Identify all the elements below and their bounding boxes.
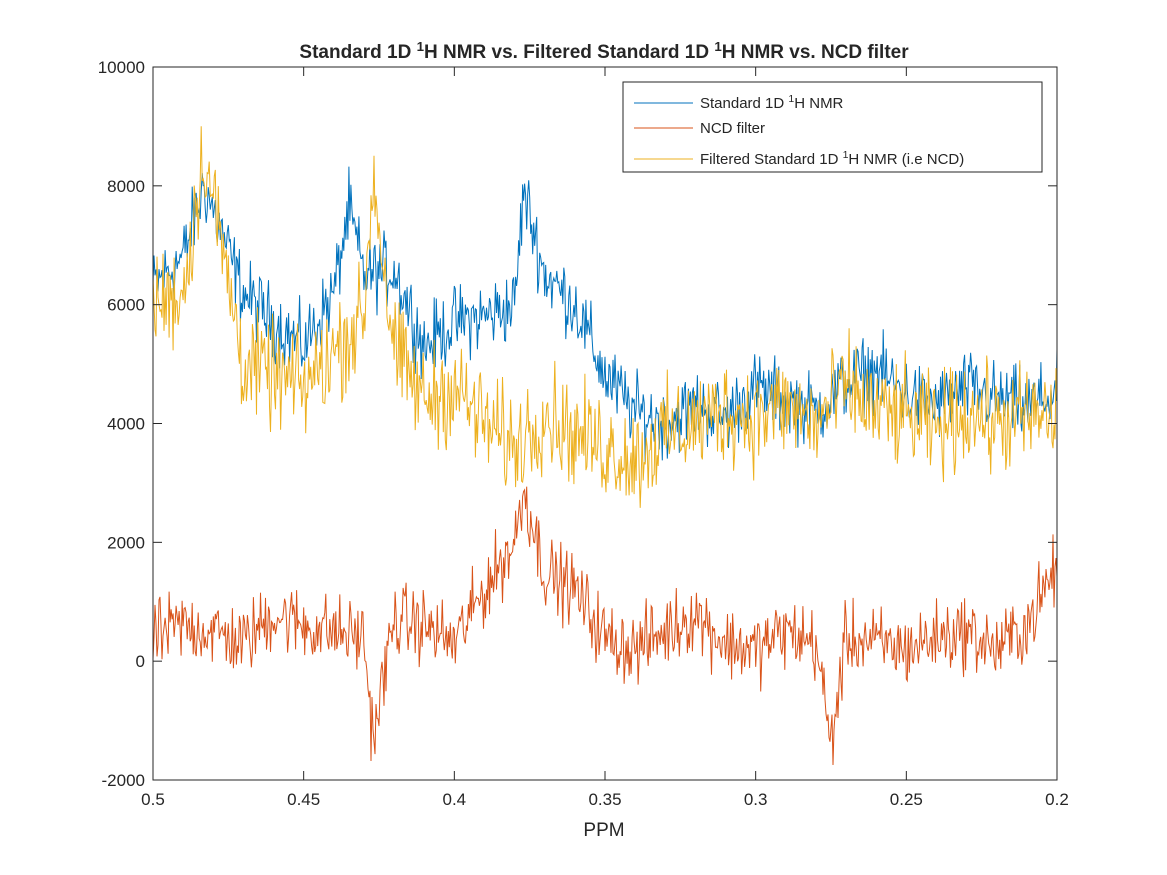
text-part: Filtered Standard 1D <box>700 151 843 168</box>
legend-entry-3: Filtered Standard 1D 1H NMR (i.e NCD) <box>700 149 964 168</box>
y-tick-label: 2000 <box>107 533 145 552</box>
text-part: H NMR vs. Filtered Standard 1D <box>424 42 714 63</box>
x-tick-label: 0.2 <box>1045 790 1069 809</box>
y-tick-label: -2000 <box>102 771 145 790</box>
series-line-3 <box>152 126 1058 508</box>
x-tick-label: 0.4 <box>443 790 467 809</box>
superscript: 1 <box>714 39 722 54</box>
y-tick-label: 6000 <box>107 296 145 315</box>
x-tick-label: 0.35 <box>588 790 621 809</box>
x-tick-label: 0.3 <box>744 790 768 809</box>
y-tick-label: 4000 <box>107 415 145 434</box>
text-part: Standard 1D <box>700 95 788 112</box>
x-tick-label: 0.45 <box>287 790 320 809</box>
superscript: 1 <box>788 93 794 105</box>
text-part: H NMR vs. NCD filter <box>722 42 909 63</box>
text-part: H NMR (i.e NCD) <box>848 151 964 168</box>
x-tick-label: 0.25 <box>890 790 923 809</box>
legend-entry-2: NCD filter <box>700 120 765 137</box>
superscript: 1 <box>843 149 849 161</box>
chart-title: Standard 1D 1H NMR vs. Filtered Standard… <box>299 39 909 64</box>
x-axis-label: PPM <box>583 820 624 841</box>
text-part: Standard 1D <box>299 42 416 63</box>
series-line-2 <box>152 486 1058 766</box>
text-part: H NMR <box>794 95 843 112</box>
series-line-1 <box>152 166 1058 463</box>
y-tick-label: 8000 <box>107 177 145 196</box>
y-tick-label: 10000 <box>98 58 145 77</box>
axes-layer: 0.5 0.45 0.4 0.35 0.3 0.25 0.2 -2000 0 2000 4000 60… <box>98 58 1069 809</box>
legend-entry-1: Standard 1D 1H NMR <box>700 93 844 112</box>
x-tick-label: 0.5 <box>141 790 165 809</box>
superscript: 1 <box>417 39 425 54</box>
y-tick-label: 0 <box>136 652 145 671</box>
legend-box <box>622 81 1043 173</box>
series-layer <box>152 126 1058 766</box>
